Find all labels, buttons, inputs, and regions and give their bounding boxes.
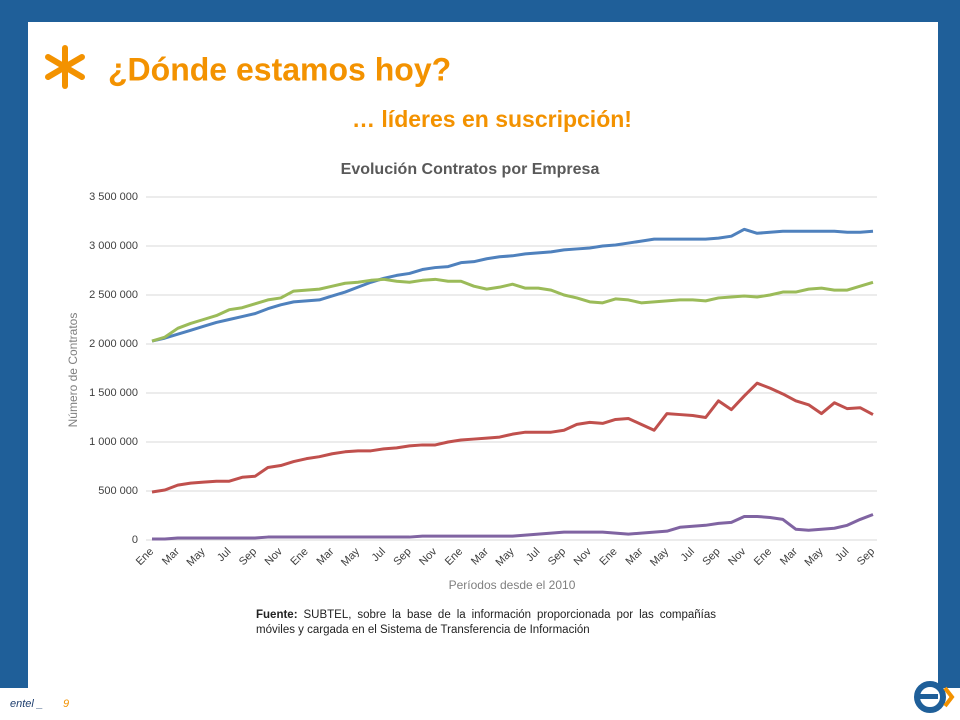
logo [914,681,955,713]
y-tick-label: 3 500 000 [89,191,138,203]
y-axis-label: Número de Contratos [66,313,80,428]
asterisk [45,45,85,89]
series-line [151,381,874,494]
source-label: Fuente: [256,609,298,621]
footer-strip [0,688,960,720]
y-tick-label: 500 000 [98,485,138,497]
chart-title: Evolución Contratos por Empresa [341,161,600,178]
y-tick-label: 2 500 000 [89,289,138,301]
y-tick-label: 2 000 000 [89,338,138,350]
x-axis-label: Períodos desde el 2010 [449,578,576,592]
page-number: 9 [63,698,69,710]
footer-brand: entel _ [10,698,43,710]
slide-subtitle: … líderes en suscripción! [352,106,632,132]
series-line [151,227,874,343]
slide-title: ¿Dónde estamos hoy? [108,51,451,87]
content-panel [28,22,938,690]
source-text: SUBTEL, sobre la base de la información … [256,609,716,636]
y-tick-label: 1 000 000 [89,436,138,448]
y-tick-label: 1 500 000 [89,387,138,399]
series-line [151,277,874,343]
source-note: Fuente: SUBTEL, sobre la base de la info… [256,608,716,638]
y-tick-label: 3 000 000 [89,240,138,252]
series-line [152,513,874,541]
y-tick-label: 0 [132,534,138,546]
